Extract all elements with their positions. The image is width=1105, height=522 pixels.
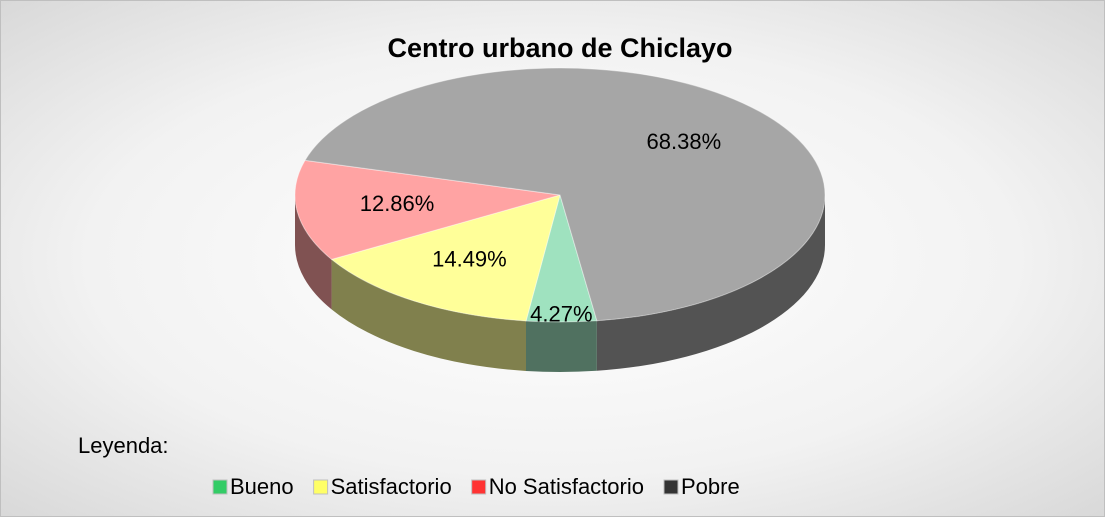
legend-label: Satisfactorio [331, 474, 452, 499]
slice-side [295, 195, 332, 310]
slice-side [331, 259, 526, 371]
legend-swatch [663, 479, 679, 495]
data-label: 4.27% [530, 301, 592, 326]
slice [294, 159, 561, 260]
slice [525, 193, 598, 323]
data-label: 14.49% [432, 247, 507, 272]
legend-label: No Satisfactorio [489, 474, 644, 499]
legend-swatch [313, 479, 329, 495]
data-label: 68.38% [647, 129, 722, 154]
legend-label: Pobre [681, 474, 740, 499]
slice-side [596, 195, 825, 371]
legend-title: Leyenda: [78, 433, 169, 458]
slice [304, 67, 826, 322]
chart-title: Centro urbano de Chiclayo [387, 33, 732, 63]
legend-label: Bueno [230, 474, 294, 499]
legend-swatch [471, 479, 487, 495]
data-label: 12.86% [360, 191, 435, 216]
slice [330, 194, 561, 322]
slice-side [525, 320, 597, 373]
legend-swatch [212, 479, 228, 495]
